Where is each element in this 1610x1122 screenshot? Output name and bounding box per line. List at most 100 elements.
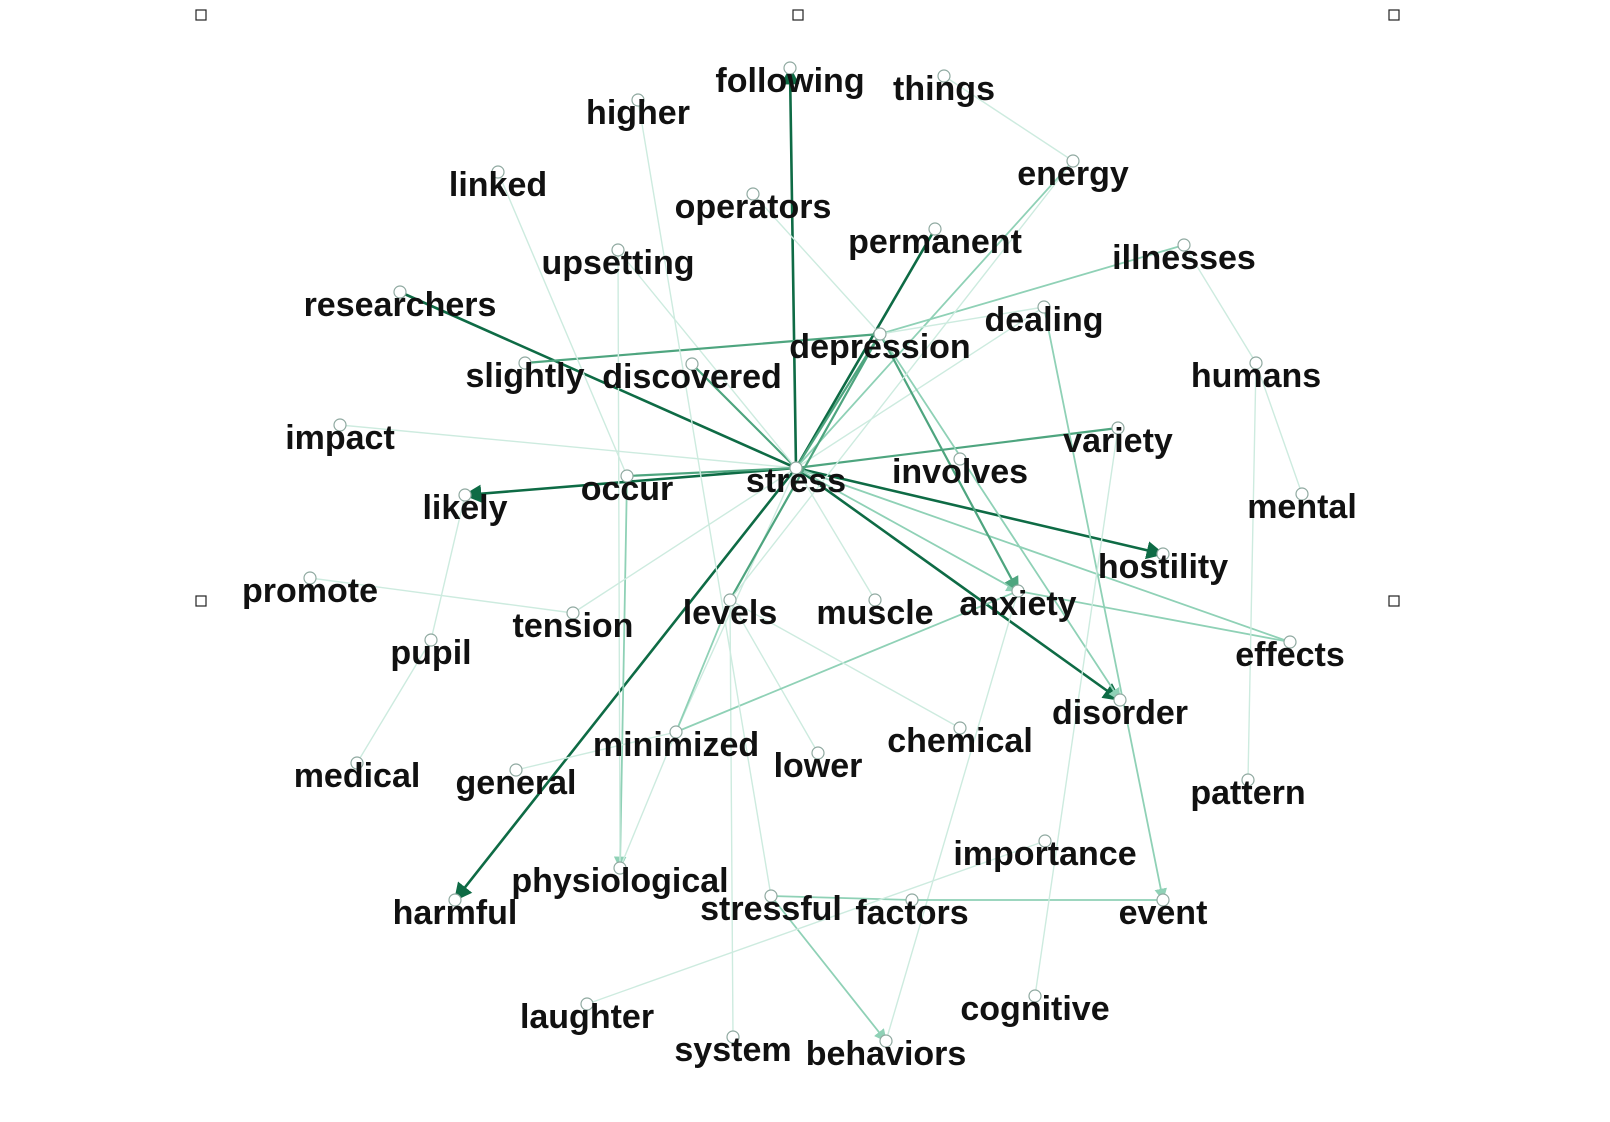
node-following[interactable]	[783, 61, 797, 75]
node-dealing[interactable]	[1037, 300, 1051, 314]
node-anxiety[interactable]	[1011, 584, 1025, 598]
edge-laughter-importance	[586, 840, 1046, 1005]
node-label-linked: linked	[449, 166, 547, 204]
edge-humans-pattern	[1247, 362, 1257, 781]
edge-anxiety-minimized	[675, 590, 1019, 733]
node-lower[interactable]	[811, 746, 825, 760]
node-permanent[interactable]	[928, 222, 942, 236]
node-label-event: event	[1119, 894, 1208, 932]
node-behaviors[interactable]	[879, 1034, 893, 1048]
node-depression[interactable]	[873, 327, 887, 341]
node-things[interactable]	[937, 69, 951, 83]
node-muscle[interactable]	[868, 593, 882, 607]
node-pattern[interactable]	[1241, 773, 1255, 787]
node-impact[interactable]	[333, 418, 347, 432]
edge-humans-mental	[1255, 362, 1303, 495]
node-upsetting[interactable]	[611, 243, 625, 257]
edge-anxiety-behaviors	[885, 590, 1019, 1042]
node-system[interactable]	[726, 1030, 740, 1044]
selection-handle-middle-right[interactable]	[1388, 595, 1400, 607]
node-label-hostility: hostility	[1098, 548, 1228, 586]
node-label-system: system	[674, 1031, 791, 1069]
node-energy[interactable]	[1066, 154, 1080, 168]
node-harmful[interactable]	[448, 893, 462, 907]
node-label-likely: likely	[422, 489, 507, 527]
node-label-laughter: laughter	[520, 998, 654, 1036]
node-variety[interactable]	[1111, 421, 1125, 435]
node-humans[interactable]	[1249, 356, 1263, 370]
node-stressful[interactable]	[764, 889, 778, 903]
node-higher[interactable]	[631, 93, 645, 107]
node-label-pattern: pattern	[1190, 774, 1305, 812]
node-pupil[interactable]	[424, 633, 438, 647]
node-mental[interactable]	[1295, 487, 1309, 501]
edge-levels-energy	[729, 160, 1074, 601]
node-physiological[interactable]	[613, 861, 627, 875]
node-label-researchers: researchers	[304, 286, 497, 324]
edge-stress-impact	[339, 424, 797, 469]
node-label-cognitive: cognitive	[960, 990, 1109, 1028]
node-tension[interactable]	[566, 606, 580, 620]
node-laughter[interactable]	[580, 997, 594, 1011]
nodes-layer	[303, 61, 1309, 1048]
edge-stressful-behaviors	[770, 895, 887, 1042]
node-label-lower: lower	[774, 747, 863, 785]
node-label-behaviors: behaviors	[806, 1035, 967, 1073]
node-researchers[interactable]	[393, 285, 407, 299]
selection-handle-middle-left[interactable]	[195, 595, 207, 607]
node-levels[interactable]	[723, 593, 737, 607]
node-discovered[interactable]	[685, 357, 699, 371]
node-operators[interactable]	[746, 187, 760, 201]
edge-depression-illnesses	[879, 244, 1185, 335]
node-likely[interactable]	[458, 488, 472, 502]
edge-stress-effects	[795, 467, 1291, 643]
node-label-minimized: minimized	[593, 726, 759, 764]
edge-occur-physiological	[613, 475, 628, 870]
edge-general-minimized	[515, 731, 677, 771]
edges-layer	[309, 66, 1303, 1042]
node-involves[interactable]	[953, 452, 967, 466]
selection-handle-top-right[interactable]	[1388, 9, 1400, 21]
edge-things-energy	[943, 75, 1074, 162]
node-disorder[interactable]	[1113, 693, 1127, 707]
node-label-factors: factors	[855, 894, 968, 932]
node-importance[interactable]	[1038, 834, 1052, 848]
edge-linked-occur	[497, 171, 628, 477]
node-cognitive[interactable]	[1028, 989, 1042, 1003]
node-label-involves: involves	[892, 453, 1028, 491]
node-linked[interactable]	[491, 165, 505, 179]
node-label-higher: higher	[586, 94, 690, 132]
edge-pupil-medical	[356, 639, 432, 764]
node-label-energy: energy	[1017, 155, 1129, 193]
edge-cognitive-variety	[1034, 427, 1119, 997]
labels-layer: following things higher energy linked operato…	[242, 62, 1357, 1073]
node-factors[interactable]	[905, 893, 919, 907]
node-effects[interactable]	[1283, 635, 1297, 649]
node-label-variety: variety	[1063, 422, 1173, 460]
selection-handles[interactable]	[195, 9, 1400, 607]
node-label-permanent: permanent	[848, 223, 1022, 261]
edge-stress-researchers	[398, 290, 798, 470]
node-label-medical: medical	[294, 757, 421, 795]
node-occur[interactable]	[620, 469, 634, 483]
node-minimized[interactable]	[669, 725, 683, 739]
node-promote[interactable]	[303, 571, 317, 585]
node-slightly[interactable]	[518, 356, 532, 370]
node-label-stress: stress	[746, 462, 846, 500]
node-stress[interactable]	[789, 461, 803, 475]
node-label-disorder: disorder	[1052, 694, 1188, 732]
edge-depression-anxiety	[878, 332, 1020, 593]
selection-handle-top-center[interactable]	[792, 9, 804, 21]
node-medical[interactable]	[350, 756, 364, 770]
node-hostility[interactable]	[1156, 547, 1170, 561]
edge-anxiety-effects	[1017, 590, 1291, 643]
selection-handle-top-left[interactable]	[195, 9, 207, 21]
node-label-slightly: slightly	[465, 357, 584, 395]
node-illnesses[interactable]	[1177, 238, 1191, 252]
edge-levels-minimized	[675, 599, 731, 733]
node-general[interactable]	[509, 763, 523, 777]
node-label-physiological: physiological	[511, 862, 728, 900]
node-chemical[interactable]	[953, 721, 967, 735]
edge-depression-operators	[752, 193, 881, 335]
node-event[interactable]	[1156, 893, 1170, 907]
